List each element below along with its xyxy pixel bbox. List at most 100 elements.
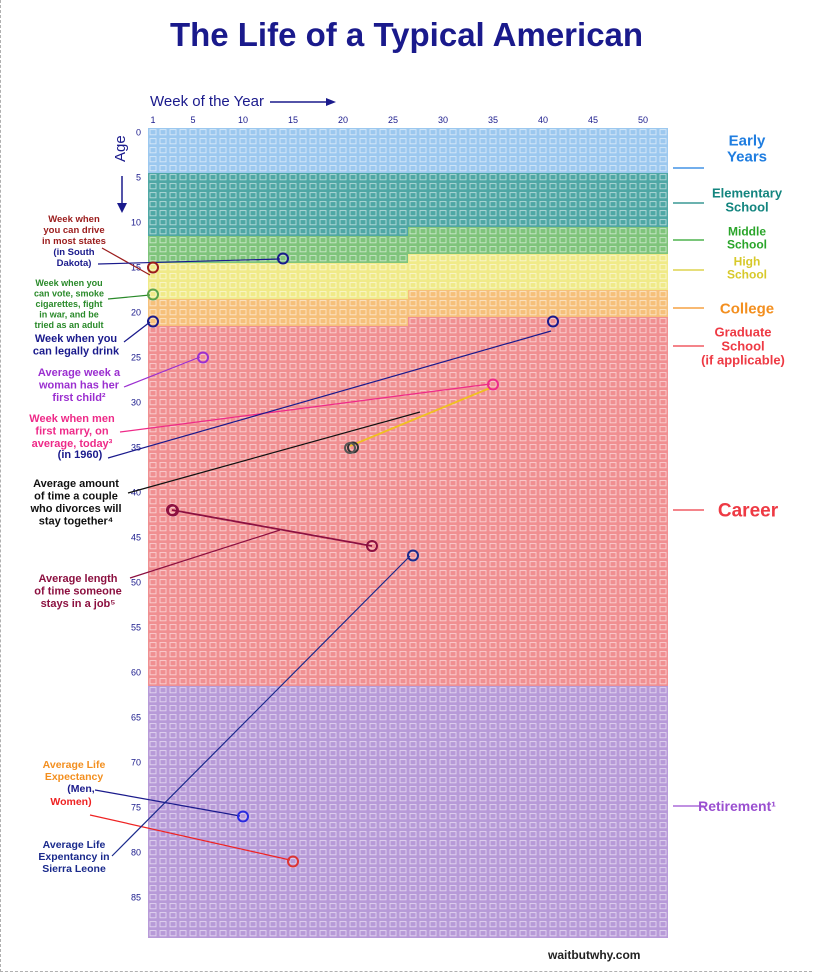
stage-label-career: Career	[718, 501, 779, 522]
annotation-label: Women)	[50, 796, 91, 808]
age-tick-label: 40	[131, 488, 141, 498]
annotation-line	[94, 789, 241, 817]
annotation-label-line: stays in a job⁵	[41, 598, 116, 610]
annotation-label-line: Average length	[38, 573, 117, 585]
annotation-label-line: Week when you	[35, 278, 102, 288]
week-tick-label: 10	[238, 115, 248, 125]
annotation-label-line: Expectancy	[45, 771, 104, 783]
annotation-line	[171, 509, 373, 547]
stage-label-high: High School	[727, 255, 767, 282]
annotation-label-line: in war, and be	[39, 310, 99, 320]
stage-label-line: (if applicable)	[701, 353, 785, 368]
annotation-label: Average Life Expectancy	[43, 759, 106, 783]
age-tick-label: 50	[131, 578, 141, 588]
week-tick-label: 15	[288, 115, 298, 125]
week-axis-title: Week of the Year	[150, 93, 338, 110]
stage-label-line: Career	[718, 501, 779, 522]
annotation-line	[107, 330, 552, 459]
annotation-marker	[197, 351, 209, 364]
stage-label-line: Graduate	[714, 325, 771, 340]
down-arrow-icon	[117, 176, 127, 213]
annotation-label-line: Average week a	[38, 367, 121, 379]
annotation-marker	[277, 252, 289, 265]
annotation-marker	[366, 540, 378, 552]
annotation-labels: Week when you can drive in most states(in …	[29, 214, 121, 875]
age-tick-label: 10	[131, 218, 141, 228]
week-tick-label: 5	[190, 115, 195, 125]
annotation-label-line: tried as an adult	[34, 320, 103, 330]
annotation-label: (in South Dakota)	[53, 247, 94, 269]
annotation-label-line: first marry, on	[35, 426, 108, 438]
age-tick-label: 20	[131, 308, 141, 318]
week-tick-label: 30	[438, 115, 448, 125]
annotation-marker	[166, 504, 178, 516]
annotation-label-line: stay together⁴	[39, 516, 114, 528]
annotation-label: Average length of time someone stays in a …	[34, 573, 121, 610]
age-tick-label: 55	[131, 623, 141, 633]
annotation-label-line: can legally drink	[33, 346, 120, 358]
annotation-label: (in 1960)	[58, 449, 103, 461]
annotation-line	[123, 356, 201, 388]
annotation-line	[119, 383, 491, 433]
annotation-label-line: you can drive	[43, 225, 104, 236]
annotation-label-line: can vote, smoke	[34, 289, 104, 299]
week-box-grid	[148, 128, 668, 938]
stage-label-line: Years	[727, 148, 767, 165]
age-tick-label: 65	[131, 713, 141, 723]
annotation-label-line: Week when you	[35, 333, 117, 345]
annotation-label-line: (in 1960)	[58, 449, 103, 461]
week-tick-label: 20	[338, 115, 348, 125]
annotation-marker	[344, 442, 356, 454]
annotation-label: (Men,	[67, 783, 94, 795]
annotation-label: Average Life Expentancy in Sierra Leone	[38, 839, 109, 875]
annotation-label-line: of time someone	[34, 586, 121, 598]
stage-label-line: Early	[729, 132, 766, 149]
credit-text: waitbutwhy.com	[548, 948, 641, 962]
annotation-label: Average amount of time a couple who divorc…	[29, 478, 121, 528]
annotation-line	[127, 411, 421, 494]
annotation-marker	[147, 261, 159, 274]
annotation-marker	[487, 378, 499, 391]
annotation-label-line: Expentancy in	[38, 851, 109, 863]
stage-label-line: Retirement¹	[698, 798, 776, 814]
week-tick-label: 45	[588, 115, 598, 125]
age-tick-label: 45	[131, 533, 141, 543]
annotation-label-line: first child²	[52, 392, 106, 404]
age-tick-label: 35	[131, 443, 141, 453]
stage-label-elementary: Elementary School	[712, 186, 783, 215]
annotation-line	[97, 258, 281, 265]
annotation-label-line: average, today³	[32, 438, 113, 450]
axis-ticks: 1510152025303540455005101520253035404550…	[131, 115, 648, 903]
stage-label-early: Early Years	[727, 132, 767, 165]
annotation-line	[349, 387, 491, 447]
stage-label-middle: Middle School	[727, 225, 767, 252]
annotation-markers	[147, 252, 559, 868]
page-title: The Life of a Typical American	[169, 16, 644, 53]
annotation-label-line: in most states	[42, 236, 106, 247]
week-tick-label: 25	[388, 115, 398, 125]
age-tick-label: 60	[131, 668, 141, 678]
annotation-marker	[237, 810, 249, 823]
annotation-label: Week when you can legally drink	[33, 333, 120, 358]
age-tick-label: 25	[131, 353, 141, 363]
annotation-label-line: who divorces will	[29, 503, 121, 515]
annotation-marker	[407, 549, 419, 562]
stage-label-line: School	[725, 200, 768, 215]
annotation-line	[89, 814, 291, 861]
stage-label-line: School	[727, 238, 767, 252]
annotation-label-line: (in South	[53, 247, 94, 258]
age-tick-label: 70	[131, 758, 141, 768]
stage-label-line: High	[734, 255, 761, 269]
stage-label-college: College	[720, 300, 774, 317]
annotation-label-line: cigarettes, fight	[35, 299, 102, 309]
annotation-line	[111, 555, 411, 857]
stage-label-line: Middle	[728, 225, 766, 239]
annotation-line	[101, 247, 151, 276]
annotation-label-line: (Men,	[67, 783, 94, 795]
annotation-label-line: woman has her	[38, 380, 120, 392]
annotation-label: Week when you can drive in most states	[42, 214, 106, 247]
annotation-label-line: Week when	[48, 214, 100, 225]
annotation-label-line: Women)	[50, 796, 91, 808]
